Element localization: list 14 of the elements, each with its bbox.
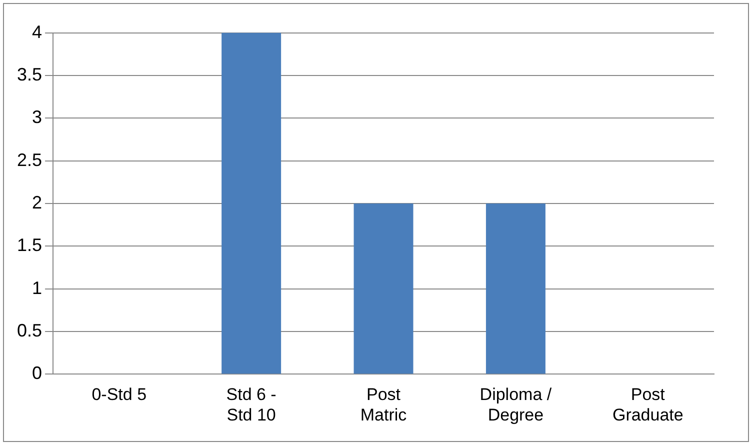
y-tick-label: 0.5 <box>16 320 42 340</box>
y-tick-label: 2.5 <box>16 150 42 170</box>
y-tick-label: 1 <box>32 278 42 298</box>
x-tick-label: Post Graduate <box>612 385 684 424</box>
y-tick-label: 2 <box>32 192 42 212</box>
y-tick-label: 3.5 <box>16 64 42 84</box>
y-tick-label: 4 <box>32 22 42 42</box>
x-tick-label: Diploma / Degree <box>480 385 552 424</box>
x-tick-label: 0-Std 5 <box>92 385 147 404</box>
x-tick-label: Std 6 - Std 10 <box>226 385 276 424</box>
y-tick-label: 0 <box>32 363 42 384</box>
x-tick-label: Post Matric <box>360 385 408 424</box>
y-tick-label: 3 <box>32 107 42 128</box>
y-tick-label: 1.5 <box>16 235 42 256</box>
